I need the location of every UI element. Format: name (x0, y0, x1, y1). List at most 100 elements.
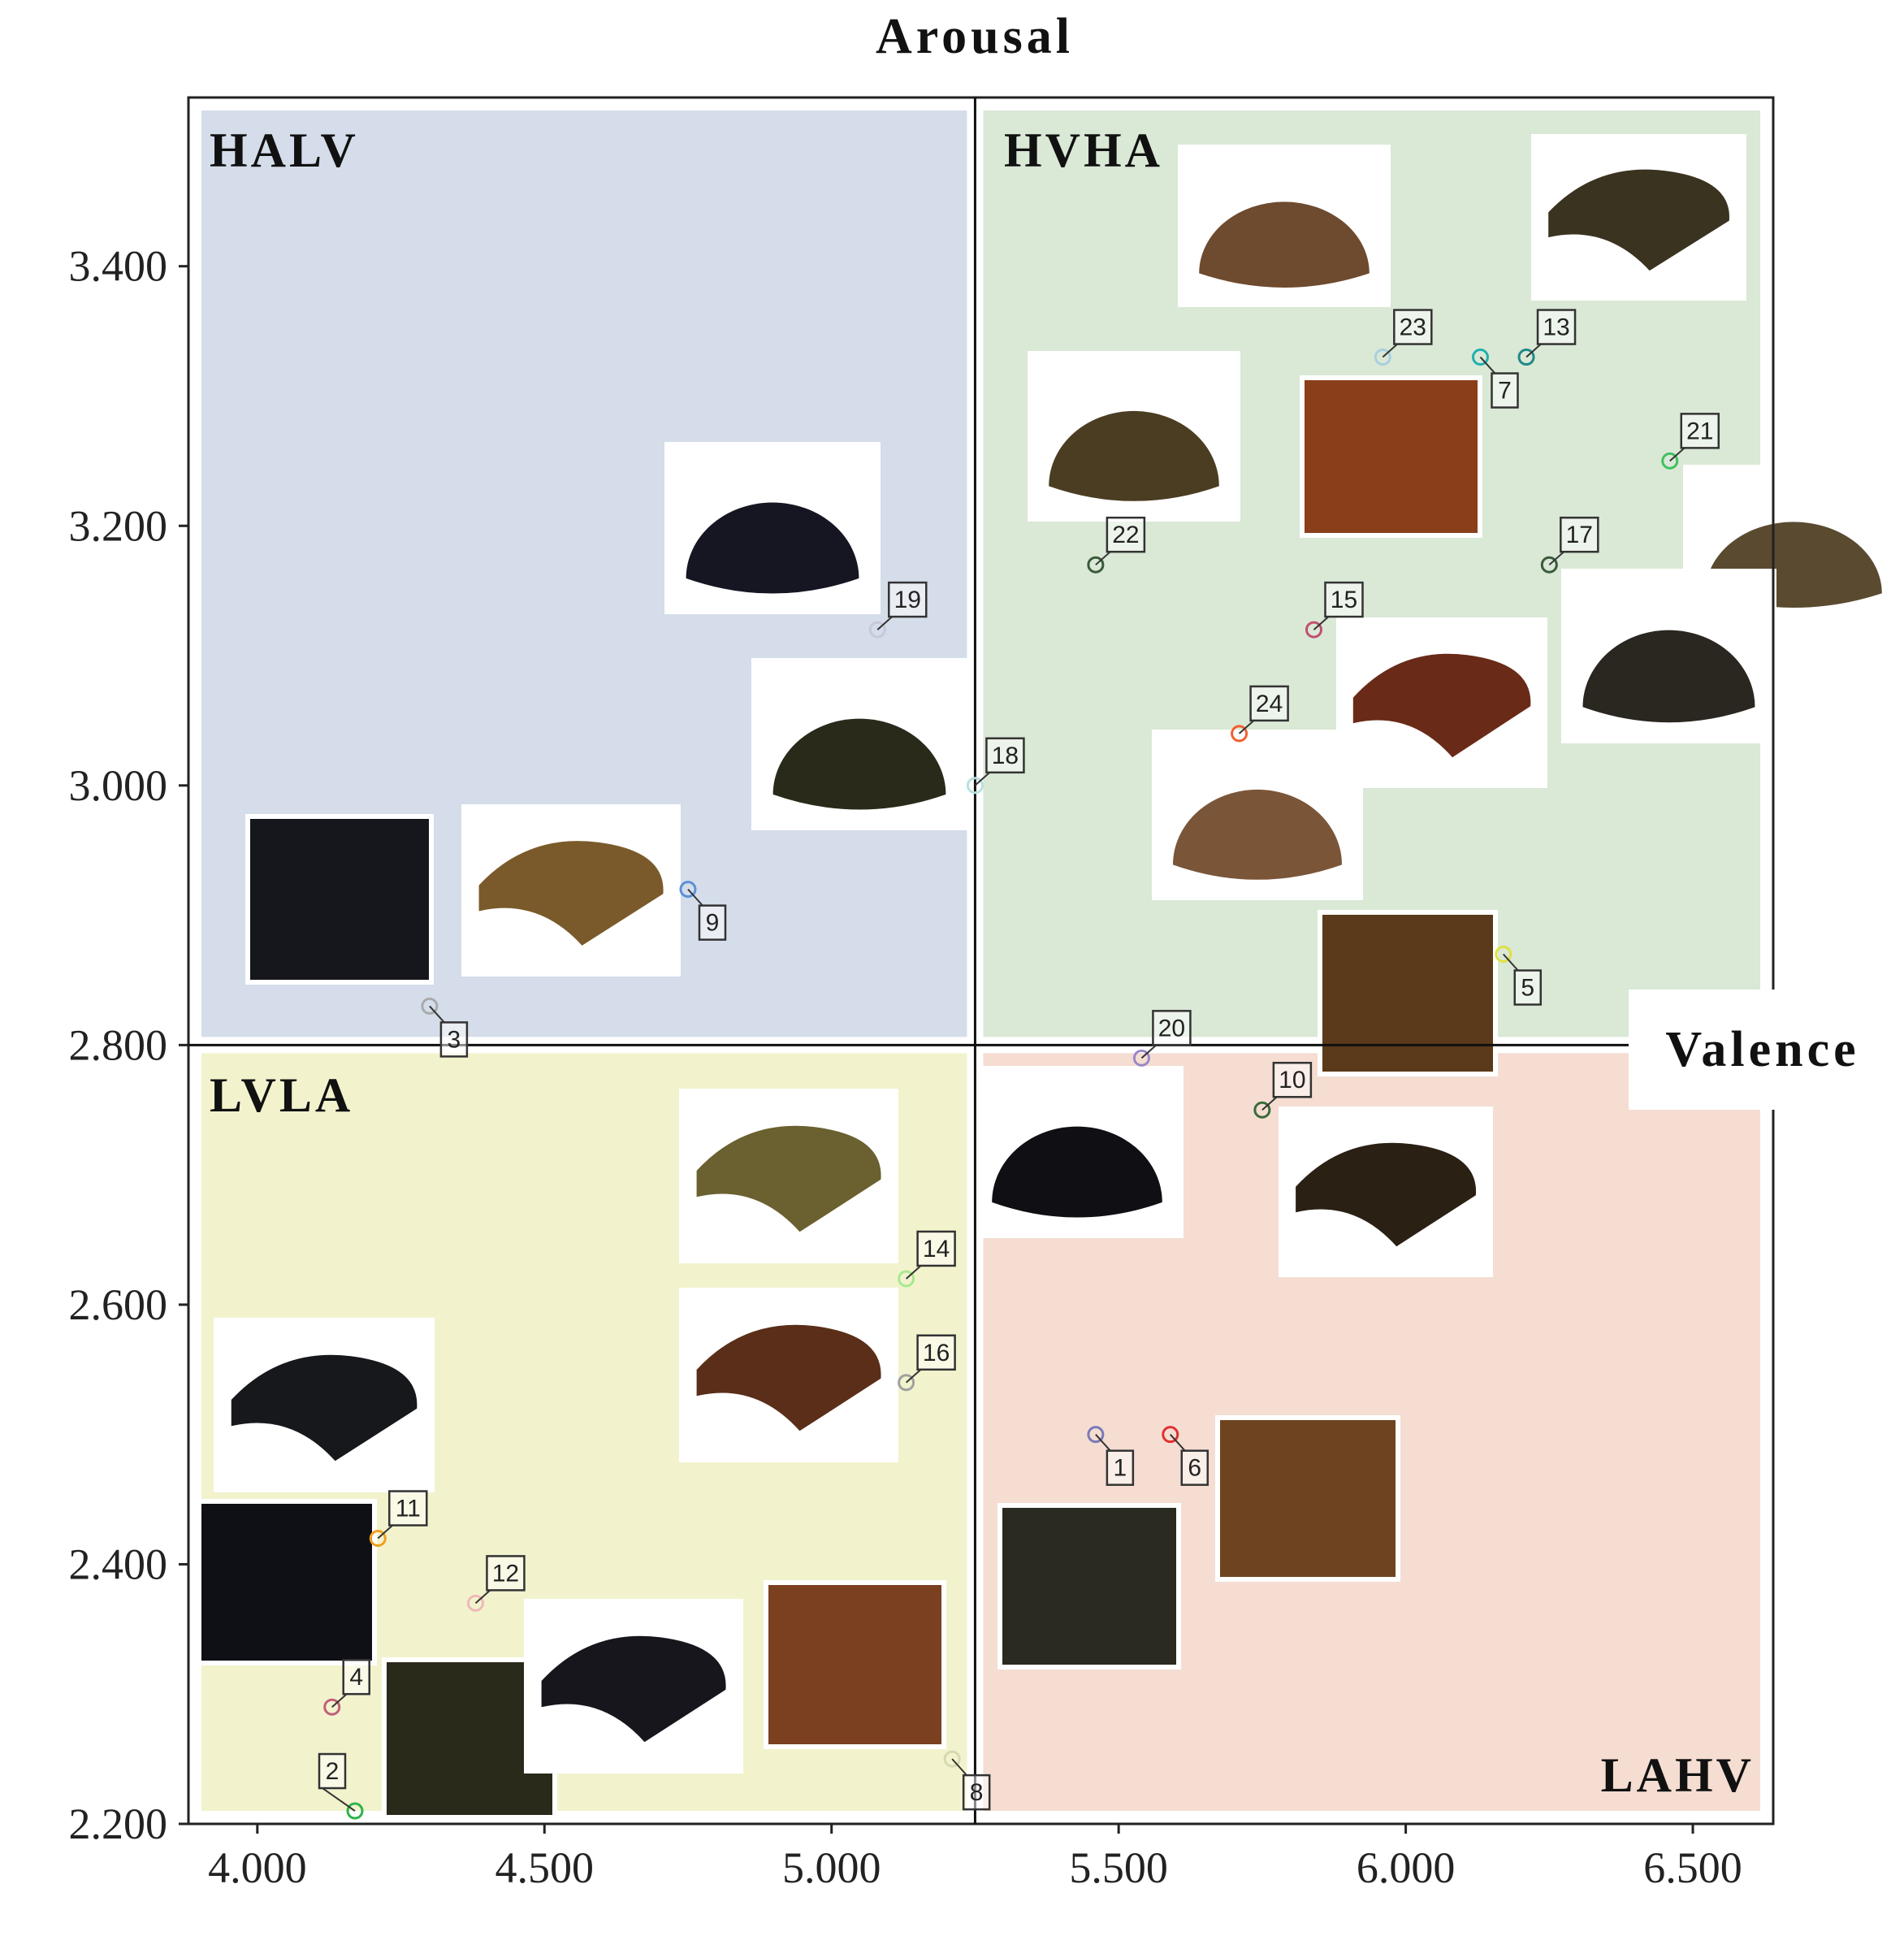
point-leader (1261, 1096, 1278, 1111)
point-marker (1087, 1426, 1105, 1444)
point-22: 22 (1087, 516, 1146, 574)
point-label: 9 (706, 910, 720, 937)
photo-tile (231, 1354, 418, 1462)
photo-dome (992, 1126, 1162, 1218)
point-label: 2 (326, 1758, 340, 1785)
point-18: 18 (966, 737, 1025, 795)
photo-tile (478, 841, 664, 946)
point-label: 18 (992, 743, 1019, 769)
point-label: 7 (1498, 378, 1512, 405)
point-label-box (1680, 413, 1720, 449)
point-marker (898, 1270, 915, 1288)
point-17: 17 (1540, 516, 1599, 574)
photo-texture (201, 1504, 372, 1661)
sample-photo (461, 804, 681, 977)
y-tick-label: 3.200 (69, 501, 168, 550)
point-label-box (1536, 309, 1577, 345)
photo-dome (1049, 410, 1219, 501)
point-3: 3 (421, 997, 469, 1058)
point-label-box (916, 1334, 956, 1371)
point-label-box (1491, 372, 1519, 409)
point-16: 16 (898, 1334, 956, 1392)
point-leader (1525, 343, 1542, 358)
point-label: 20 (1158, 1015, 1185, 1042)
point-leader (687, 888, 703, 907)
sample-photo (997, 1503, 1181, 1670)
point-marker (898, 1374, 915, 1392)
point-marker (1253, 1101, 1271, 1119)
point-leader (1382, 343, 1398, 358)
point-9: 9 (679, 881, 727, 941)
point-label: 17 (1566, 522, 1593, 548)
photo-texture (1220, 1420, 1396, 1577)
point-label: 15 (1331, 587, 1357, 613)
point-label-box (486, 1555, 526, 1592)
x-axis-title-backdrop (1629, 990, 1783, 1110)
point-21: 21 (1661, 413, 1720, 470)
point-marker (966, 777, 984, 795)
point-label: 8 (970, 1779, 984, 1806)
point-leader (905, 1369, 922, 1384)
sample-photo (664, 442, 881, 614)
point-label: 11 (396, 1495, 421, 1522)
x-tick-label: 6.500 (1643, 1843, 1742, 1892)
point-label: 13 (1543, 314, 1569, 341)
point-1: 1 (1087, 1426, 1135, 1486)
sample-photo (1300, 375, 1482, 538)
photo-texture (768, 1585, 941, 1744)
point-marker (369, 1529, 387, 1547)
point-label-box (388, 1490, 428, 1527)
point-2: 2 (318, 1752, 364, 1820)
point-leader (429, 1005, 445, 1024)
point-leader (1548, 551, 1564, 565)
photo-texture (1322, 915, 1493, 1072)
axis-titles: Arousal Valence (876, 9, 1856, 1110)
point-label-box (985, 737, 1025, 774)
photo-tile (696, 1324, 881, 1431)
point-15: 15 (1305, 581, 1364, 639)
point-label: 19 (894, 587, 921, 613)
point-label: 4 (349, 1664, 363, 1691)
point-label: 14 (923, 1236, 950, 1263)
point-leader (322, 1787, 356, 1812)
point-13: 13 (1517, 309, 1577, 366)
point-marker (943, 1750, 961, 1768)
sample-photos (197, 134, 1904, 1820)
point-leader (331, 1693, 348, 1708)
point-label-box (1152, 1010, 1192, 1046)
sample-photo (679, 1089, 898, 1263)
axis-ticks: 4.000 4.500 5.000 5.500 6.000 6.500 2.200 2.400… (69, 242, 1742, 1892)
point-label-box (1106, 516, 1146, 553)
point-label-box (962, 1774, 991, 1811)
point-label-box (318, 1752, 347, 1790)
point-leader (876, 616, 893, 630)
point-label: 22 (1112, 522, 1139, 548)
x-tick-label: 5.000 (782, 1843, 881, 1892)
point-label-box (1513, 969, 1543, 1006)
point-marker (346, 1802, 364, 1820)
point-4: 4 (323, 1658, 370, 1716)
point-marker (323, 1698, 341, 1716)
point-19: 19 (868, 581, 928, 639)
photo-dome (1199, 201, 1370, 288)
sample-photo (1531, 134, 1746, 301)
sample-photo (1152, 730, 1363, 900)
point-label-box (342, 1658, 370, 1696)
sample-photo (1336, 617, 1547, 788)
point-label-box (1180, 1449, 1209, 1486)
plot-border (187, 96, 1775, 1826)
point-label-box (1393, 309, 1433, 345)
photo-texture (250, 819, 429, 980)
point-leader (377, 1524, 393, 1540)
sample-photo (1178, 145, 1391, 307)
quadrant-label-lahv: LAHV (1601, 1748, 1755, 1802)
quadrant-label-hvha: HVHA (1004, 123, 1163, 177)
point-14: 14 (898, 1230, 956, 1288)
point-12: 12 (466, 1555, 526, 1612)
point-marker (1517, 349, 1535, 366)
point-leader (1503, 953, 1519, 972)
point-marker (421, 997, 439, 1015)
photo-tile (1548, 169, 1729, 271)
point-5: 5 (1495, 946, 1543, 1006)
sample-photo (245, 814, 434, 985)
